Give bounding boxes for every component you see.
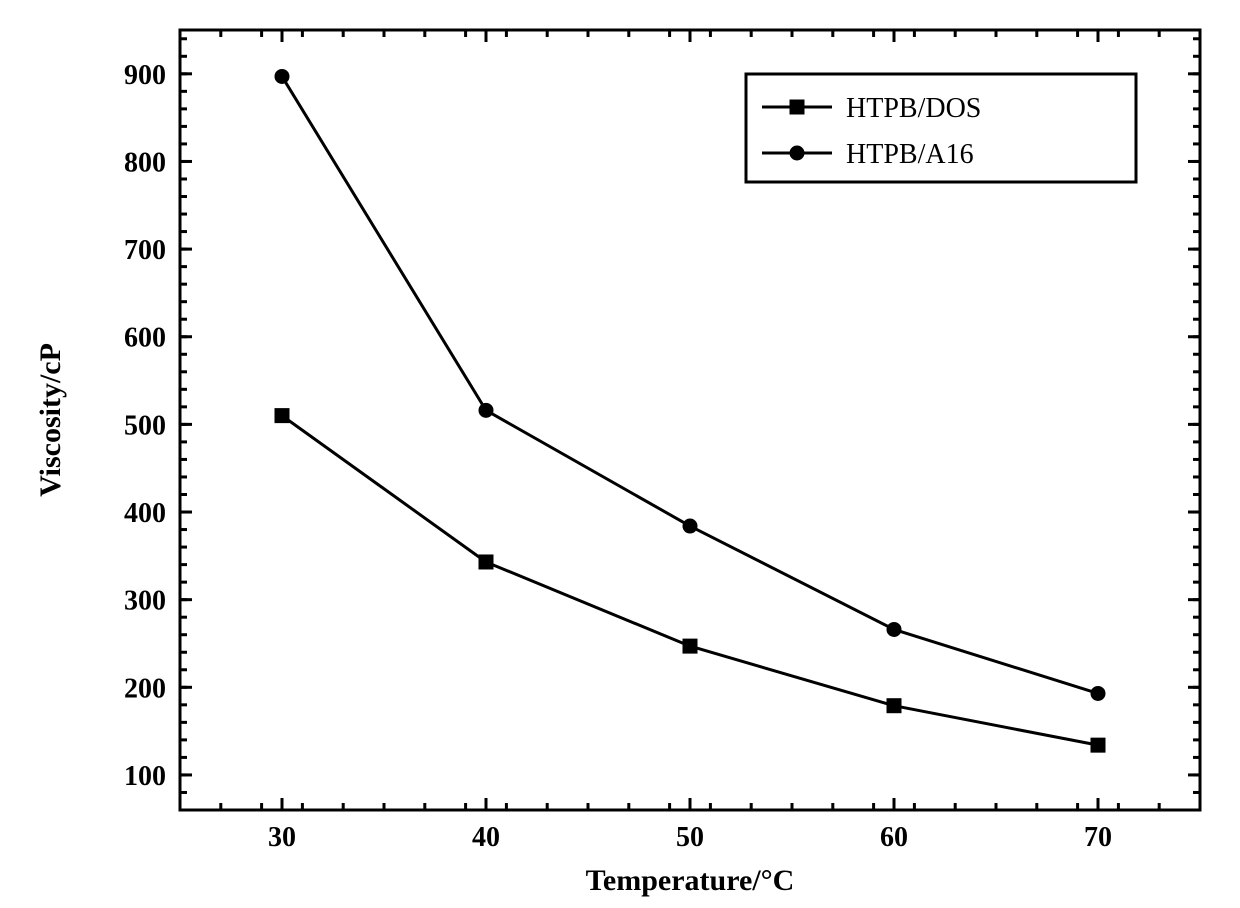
y-tick-label: 300 — [124, 586, 166, 617]
marker-circle — [1091, 686, 1105, 700]
y-tick-label: 700 — [124, 235, 166, 266]
marker-square — [479, 555, 493, 569]
y-tick-label: 800 — [124, 147, 166, 178]
y-tick-label: 100 — [124, 761, 166, 792]
marker-square — [790, 100, 804, 114]
legend-label: HTPB/DOS — [846, 93, 981, 124]
y-tick-label: 600 — [124, 323, 166, 354]
viscosity-chart: 30 40 50 60 70 100 200 300 400 500 600 700 800 900 Tem… — [0, 0, 1240, 908]
x-tick-label: 50 — [676, 822, 704, 853]
legend: HTPB/DOS HTPB/A16 — [746, 74, 1136, 182]
marker-circle — [479, 403, 493, 417]
chart-svg: 30 40 50 60 70 100 200 300 400 500 600 700 800 900 Tem… — [0, 0, 1240, 908]
marker-circle — [275, 69, 289, 83]
legend-label: HTPB/A16 — [846, 139, 974, 170]
marker-circle — [887, 622, 901, 636]
x-axis-label: Temperature/°C — [586, 864, 795, 897]
marker-square — [683, 639, 697, 653]
y-tick-label: 200 — [124, 673, 166, 704]
y-axis-label: Viscosity/cP — [34, 343, 67, 497]
marker-square — [1091, 738, 1105, 752]
x-tick-label: 70 — [1084, 822, 1112, 853]
marker-square — [275, 409, 289, 423]
y-tick-label: 400 — [124, 498, 166, 529]
marker-circle — [683, 519, 697, 533]
x-tick-label: 60 — [880, 822, 908, 853]
x-tick-label: 40 — [472, 822, 500, 853]
marker-square — [887, 699, 901, 713]
y-tick-label: 500 — [124, 410, 166, 441]
marker-circle — [790, 146, 804, 160]
y-tick-label: 900 — [124, 60, 166, 91]
x-tick-label: 30 — [268, 822, 296, 853]
